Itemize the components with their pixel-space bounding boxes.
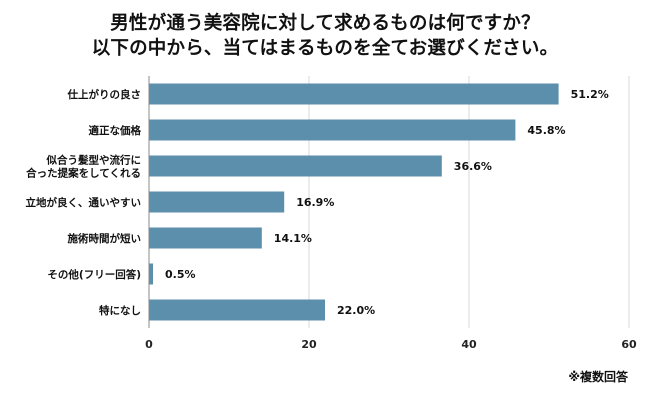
data-label: 22.0% [337, 304, 375, 317]
x-tick-label: 20 [301, 338, 317, 351]
data-label: 16.9% [296, 196, 334, 209]
category-label: 似合う髪型や流行に [46, 154, 142, 167]
data-label: 36.6% [454, 160, 492, 173]
category-label: 合った提案をしてくれる [25, 167, 141, 180]
bar [149, 227, 262, 249]
bar [149, 155, 442, 177]
data-label: 14.1% [274, 232, 312, 245]
bar [149, 119, 516, 141]
chart-title-line-1: 男性が通う美容院に対して求めるものは何ですか？ [110, 13, 540, 34]
data-label: 0.5% [165, 268, 196, 281]
category-label: 特になし [99, 304, 141, 317]
data-label: 51.2% [571, 88, 609, 101]
category-label: 仕上がりの良さ [67, 88, 142, 101]
data-label: 45.8% [527, 124, 565, 137]
bar [149, 263, 153, 285]
category-label: 立地が良く、通いやすい [26, 196, 142, 209]
x-tick-label: 60 [621, 338, 637, 351]
bar [149, 191, 285, 213]
bar [149, 83, 559, 105]
category-label: 施術時間が短い [68, 232, 142, 245]
category-label: 適正な価格 [89, 124, 142, 137]
footnote: ※複数回答 [568, 370, 628, 384]
chart-title-line-2: 以下の中から、当てはまるものを全てお選びください。 [91, 38, 559, 59]
bar [149, 299, 325, 321]
x-tick-label: 0 [145, 338, 153, 351]
x-tick-label: 40 [461, 338, 477, 351]
category-label: その他(フリー回答) [47, 268, 141, 281]
